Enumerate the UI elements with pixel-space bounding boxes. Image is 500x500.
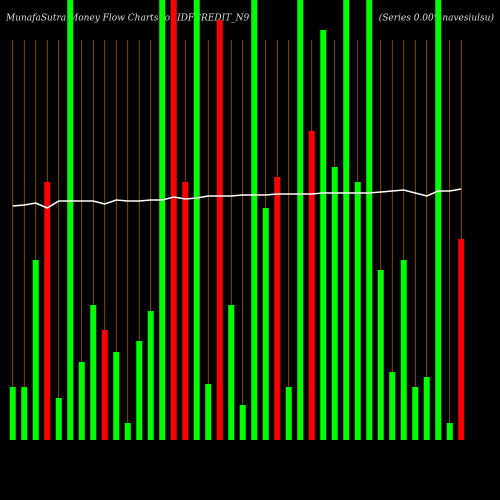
bar bbox=[377, 270, 384, 440]
bar bbox=[320, 30, 327, 440]
bar bbox=[458, 239, 465, 440]
bar bbox=[354, 182, 361, 440]
bar bbox=[193, 0, 200, 440]
bar bbox=[389, 372, 396, 440]
bar bbox=[113, 352, 120, 440]
bar bbox=[412, 387, 419, 440]
bar bbox=[205, 384, 212, 440]
bar bbox=[228, 305, 235, 440]
bar bbox=[170, 0, 177, 440]
bar bbox=[239, 405, 246, 440]
bar bbox=[435, 0, 442, 440]
bar bbox=[285, 387, 292, 440]
bar bbox=[44, 182, 51, 440]
bar bbox=[101, 330, 108, 440]
bar bbox=[423, 377, 430, 440]
bar bbox=[366, 0, 373, 440]
bar bbox=[90, 305, 97, 440]
bar bbox=[9, 387, 16, 440]
bar bbox=[136, 341, 143, 440]
bar bbox=[147, 311, 154, 440]
bar bbox=[343, 0, 350, 440]
bar bbox=[67, 0, 74, 440]
bar bbox=[262, 208, 269, 440]
bar bbox=[400, 260, 407, 440]
bar bbox=[182, 182, 189, 440]
bar bbox=[78, 362, 85, 440]
bar bbox=[446, 423, 453, 440]
bar bbox=[274, 177, 281, 440]
bar bbox=[308, 131, 315, 440]
chart-title: MunafaSutra Money Flow Charts for IDFCRE… bbox=[5, 14, 250, 24]
bar bbox=[331, 167, 338, 440]
bar bbox=[55, 398, 62, 440]
line bbox=[12, 188, 462, 209]
bar bbox=[297, 0, 304, 440]
bar bbox=[124, 423, 131, 440]
bar bbox=[32, 260, 39, 440]
bar bbox=[159, 0, 166, 440]
bar bbox=[21, 387, 28, 440]
bar bbox=[216, 20, 223, 440]
bar bbox=[251, 0, 258, 440]
